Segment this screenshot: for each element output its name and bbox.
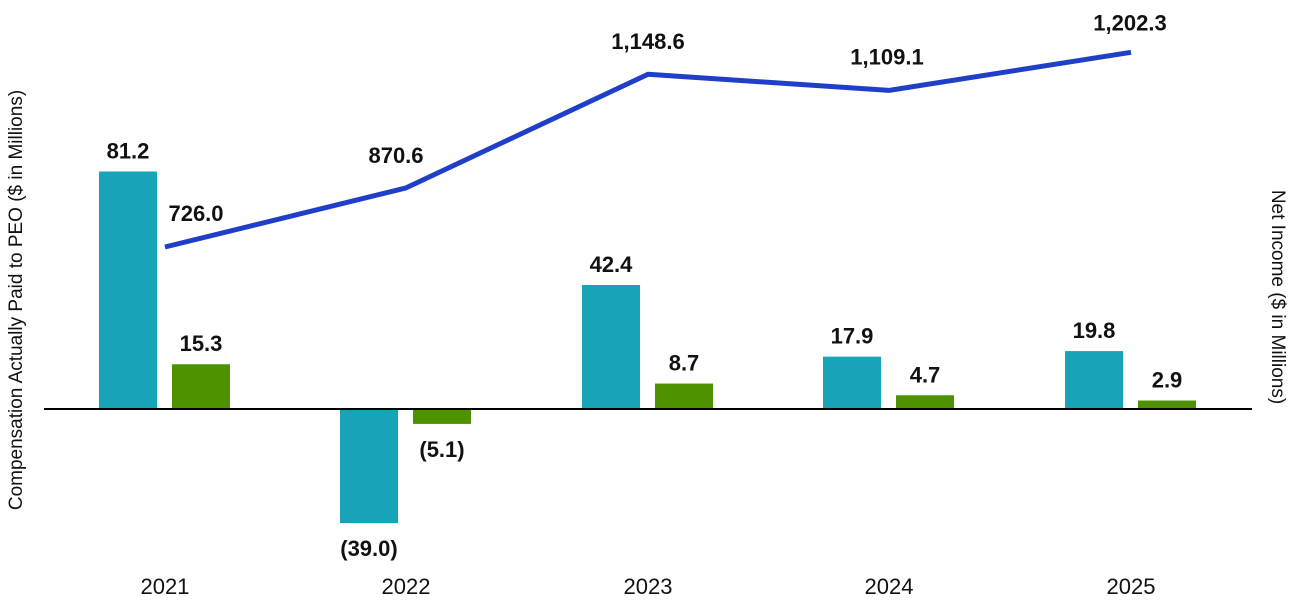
bar-cap-2022 <box>340 409 398 524</box>
line-label-2024: 1,109.1 <box>850 44 923 69</box>
bar-label-secondary-2022: (5.1) <box>419 437 464 462</box>
bar-secondary-2023 <box>655 383 713 409</box>
bar-cap-2024 <box>823 356 881 409</box>
bar-label-cap-2023: 42.4 <box>590 252 634 277</box>
bar-label-secondary-2021: 15.3 <box>180 331 223 356</box>
bar-label-cap-2025: 19.8 <box>1073 318 1116 343</box>
left-axis-title: Compensation Actually Paid to PEO ($ in … <box>6 90 27 510</box>
bar-label-secondary-2024: 4.7 <box>910 362 941 387</box>
line-label-2023: 1,148.6 <box>611 29 684 54</box>
bar-cap-2023 <box>582 284 640 409</box>
bar-cap-2025 <box>1065 351 1123 409</box>
bar-label-secondary-2023: 8.7 <box>669 351 700 376</box>
bar-label-cap-2022: (39.0) <box>340 536 397 561</box>
bar-label-cap-2021: 81.2 <box>107 138 150 163</box>
line-label-2022: 870.6 <box>368 143 423 168</box>
x-tick-2021: 2021 <box>141 574 190 599</box>
x-tick-2022: 2022 <box>382 574 431 599</box>
bar-secondary-2025 <box>1138 400 1196 409</box>
bar-cap-2021 <box>99 171 157 409</box>
x-tick-2024: 2024 <box>865 574 914 599</box>
line-label-2021: 726.0 <box>168 201 223 226</box>
bar-label-secondary-2025: 2.9 <box>1152 368 1183 393</box>
bar-secondary-2021 <box>172 364 230 409</box>
bar-label-cap-2024: 17.9 <box>831 324 874 349</box>
bar-secondary-2024 <box>896 395 954 409</box>
x-tick-2023: 2023 <box>624 574 673 599</box>
x-tick-2025: 2025 <box>1107 574 1156 599</box>
line-label-2025: 1,202.3 <box>1093 10 1166 35</box>
bar-secondary-2022 <box>413 409 471 424</box>
net-income-line <box>164 49 1132 250</box>
right-axis-title: Net Income ($ in Millions) <box>1267 190 1288 404</box>
